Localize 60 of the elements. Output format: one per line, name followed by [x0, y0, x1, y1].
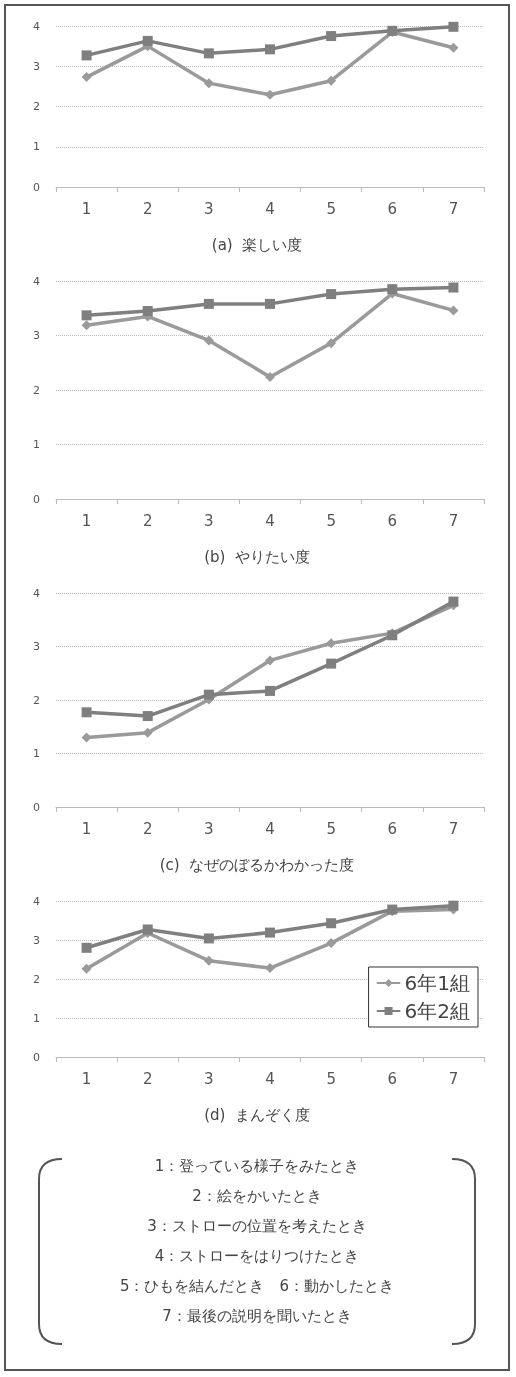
y-tick-label: 0	[33, 180, 40, 194]
y-tick-label: 0	[33, 492, 40, 506]
x-tick-label: 7	[448, 511, 459, 530]
legend-label: 6年2組	[404, 999, 470, 1023]
y-tick-label: 2	[33, 693, 40, 707]
text: (d) まんぞく度	[204, 1105, 310, 1124]
text: 4：ストローをはりつけたとき	[153, 1246, 361, 1267]
y-tick-label: 1	[33, 438, 40, 451]
x-tick-label: 6	[387, 511, 398, 530]
x-tick-label: 6	[387, 819, 398, 838]
y-tick-label: 3	[33, 329, 40, 342]
x-tick-label: 6	[387, 199, 398, 218]
x-tick-label: 2	[142, 1069, 153, 1088]
text: (b) やりたい度	[204, 547, 310, 566]
x-tick-label: 7	[448, 199, 459, 218]
text: 1：登っている様子をみたとき	[153, 1156, 361, 1177]
y-tick-label: 1	[33, 1011, 40, 1025]
y-tick-label: 1	[33, 747, 40, 760]
x-tick-label: 4	[265, 1069, 275, 1088]
x-tick-label: 7	[448, 819, 459, 838]
x-tick-label: 1	[81, 511, 92, 530]
x-tick-label: 5	[326, 819, 336, 838]
y-tick-label: 4	[33, 894, 40, 908]
x-tick-label: 5	[326, 511, 336, 530]
y-tick-label: 3	[33, 933, 40, 947]
x-tick-label: 1	[81, 819, 92, 838]
x-tick-label: 1	[81, 1069, 92, 1088]
y-tick-label: 2	[33, 383, 40, 397]
y-tick-label: 0	[33, 1050, 40, 1064]
y-tick-label: 4	[33, 586, 40, 600]
x-tick-label: 4	[265, 819, 275, 838]
y-tick-label: 1	[33, 140, 40, 154]
x-tick-label: 3	[204, 199, 214, 218]
x-tick-label: 3	[204, 819, 214, 838]
x-tick-label: 2	[142, 819, 153, 838]
x-tick-label: 2	[142, 199, 153, 218]
x-tick-label: 2	[142, 511, 153, 530]
legend-label: 6年1組	[404, 971, 470, 995]
x-tick-label: 4	[265, 511, 275, 530]
text: 3：ストローの位置を考えたとき	[146, 1216, 368, 1237]
y-tick-label: 2	[33, 100, 40, 113]
text: (a) 楽しい度	[211, 235, 303, 254]
y-tick-label: 0	[33, 800, 40, 814]
x-tick-label: 4	[265, 199, 275, 218]
x-tick-label: 6	[387, 1069, 398, 1088]
y-tick-label: 3	[33, 640, 40, 653]
text: 2：絵をかいたとき	[191, 1186, 323, 1207]
x-tick-label: 3	[204, 511, 214, 530]
y-tick-label: 4	[33, 274, 40, 288]
y-tick-label: 3	[33, 59, 40, 73]
y-tick-label: 2	[33, 972, 40, 986]
x-tick-label: 3	[204, 1069, 214, 1088]
y-tick-label: 4	[33, 19, 40, 33]
text: 5：ひもを結んだとき 6：動かしたとき	[118, 1276, 396, 1297]
text: 7：最後の説明を聞いたとき	[161, 1306, 353, 1327]
x-tick-label: 5	[326, 199, 336, 218]
x-tick-label: 1	[81, 199, 92, 218]
x-tick-label: 7	[448, 1069, 459, 1088]
text: (c) なぜのぼるかわかった度	[159, 855, 355, 874]
x-tick-label: 5	[326, 1069, 336, 1088]
